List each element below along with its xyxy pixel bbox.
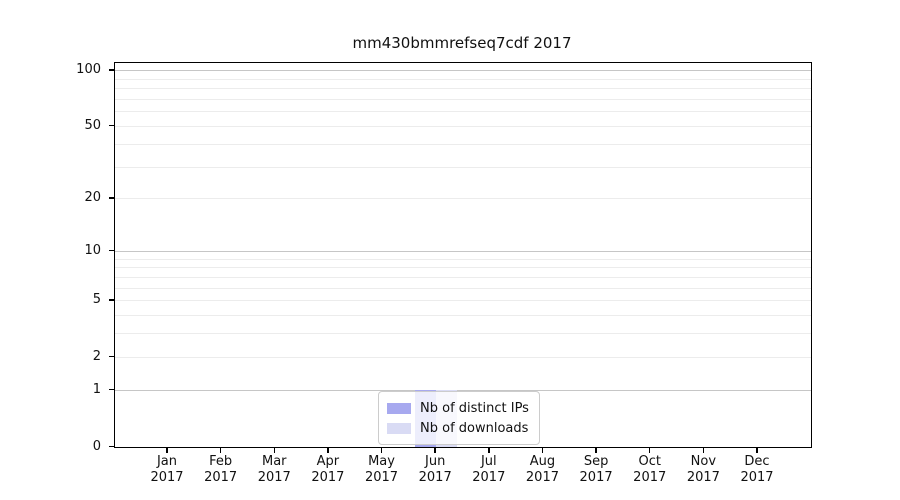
legend-entry-downloads: Nb of downloads — [387, 418, 529, 438]
x-tick-label: Jan 2017 — [150, 454, 184, 485]
y-axis-tick — [109, 445, 114, 447]
gridline-minor — [115, 98, 811, 100]
gridline-minor — [115, 300, 811, 302]
x-axis-tick — [756, 447, 758, 453]
y-tick-label: 5 — [92, 292, 101, 308]
x-axis-tick — [541, 447, 544, 453]
gridline-minor — [115, 111, 811, 113]
legend: Nb of distinct IPs Nb of downloads — [378, 391, 540, 445]
x-tick-label: May 2017 — [364, 454, 399, 485]
legend-entry-distinct-ips: Nb of distinct IPs — [387, 398, 529, 418]
x-axis-tick — [166, 447, 168, 453]
gridline-minor — [115, 287, 811, 289]
legend-label-downloads: Nb of downloads — [420, 420, 529, 436]
y-axis-tick — [109, 299, 114, 301]
legend-label-distinct-ips: Nb of distinct IPs — [420, 400, 529, 416]
plot-area: Nb of distinct IPs Nb of downloads — [114, 62, 812, 448]
x-axis-tick — [648, 447, 651, 453]
gridline-minor — [115, 143, 811, 145]
x-tick-label: Jun 2017 — [418, 454, 452, 485]
x-axis-tick — [434, 447, 436, 453]
y-tick-label: 10 — [84, 242, 101, 258]
x-tick-label: Jul 2017 — [472, 454, 506, 485]
x-axis-tick — [273, 447, 276, 453]
gridline-minor — [115, 166, 811, 168]
gridline-major — [115, 70, 811, 72]
y-tick-label: 20 — [84, 190, 101, 206]
y-axis-tick — [109, 249, 114, 252]
legend-swatch-downloads-icon — [387, 422, 411, 434]
gridline-minor — [115, 78, 811, 80]
y-tick-label: 50 — [84, 117, 101, 133]
gridline-minor — [115, 258, 811, 260]
gridline-minor — [115, 125, 811, 127]
x-tick-label: Apr 2017 — [311, 454, 345, 485]
y-axis-tick — [109, 388, 114, 391]
gridline-minor — [115, 356, 811, 358]
x-tick-label: Mar 2017 — [257, 454, 291, 485]
x-tick-label: Nov 2017 — [686, 454, 720, 485]
x-tick-label: Aug 2017 — [525, 454, 559, 485]
y-tick-label: 100 — [76, 62, 101, 78]
gridline-minor — [115, 276, 811, 278]
y-tick-label: 0 — [92, 438, 101, 454]
gridline-minor — [115, 267, 811, 269]
x-tick-label: Feb 2017 — [204, 454, 238, 485]
x-axis-tick — [595, 447, 597, 453]
gridline-major — [115, 389, 811, 391]
x-tick-label: Dec 2017 — [740, 454, 774, 485]
x-tick-label: Oct 2017 — [633, 454, 667, 485]
y-axis-tick — [109, 124, 114, 127]
chart-title: mm430bmmrefseq7cdf 2017 — [352, 34, 572, 52]
x-axis-tick — [702, 447, 705, 453]
x-axis-tick — [380, 447, 383, 453]
y-tick-label: 1 — [92, 381, 101, 397]
legend-swatch-distinct-ips-icon — [387, 402, 411, 414]
gridline-minor — [115, 88, 811, 90]
gridline-minor — [115, 198, 811, 200]
gridline-major — [115, 250, 811, 252]
y-axis-tick — [109, 69, 114, 71]
gridline-minor — [115, 333, 811, 335]
x-axis-tick — [327, 447, 329, 453]
x-axis-tick — [219, 447, 222, 453]
y-axis-tick — [109, 197, 114, 199]
y-axis-tick — [109, 355, 114, 358]
gridline-minor — [115, 315, 811, 317]
x-tick-label: Sep 2017 — [579, 454, 613, 485]
y-tick-label: 2 — [92, 348, 101, 364]
x-axis-tick — [488, 447, 490, 453]
